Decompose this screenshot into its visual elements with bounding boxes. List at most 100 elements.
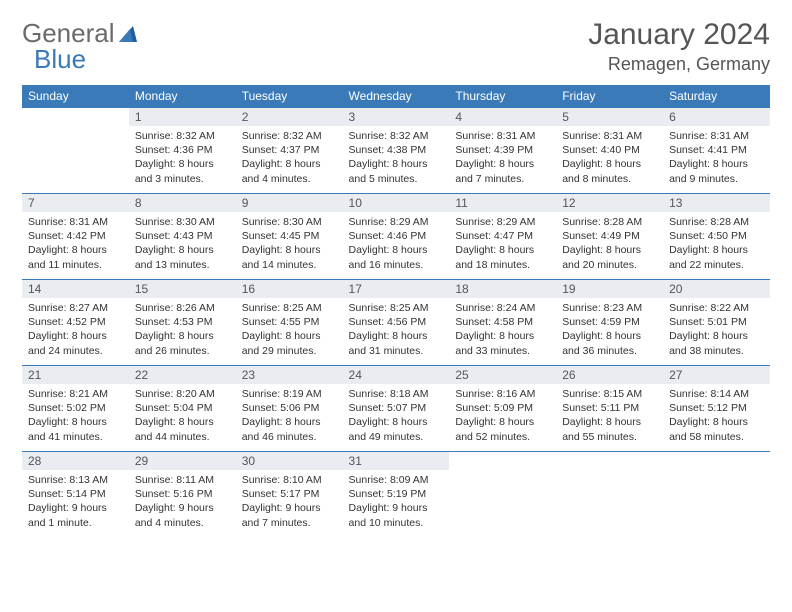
calendar-row: 7Sunrise: 8:31 AMSunset: 4:42 PMDaylight… bbox=[22, 194, 770, 280]
day-body: Sunrise: 8:14 AMSunset: 5:12 PMDaylight:… bbox=[663, 384, 770, 448]
calendar-day: 5Sunrise: 8:31 AMSunset: 4:40 PMDaylight… bbox=[556, 108, 663, 194]
weekday-header: Saturday bbox=[663, 85, 770, 108]
title-block: January 2024 Remagen, Germany bbox=[588, 18, 770, 75]
calendar-day: 30Sunrise: 8:10 AMSunset: 5:17 PMDayligh… bbox=[236, 452, 343, 538]
weekday-header: Friday bbox=[556, 85, 663, 108]
day-body: Sunrise: 8:25 AMSunset: 4:55 PMDaylight:… bbox=[236, 298, 343, 362]
calendar-row: 28Sunrise: 8:13 AMSunset: 5:14 PMDayligh… bbox=[22, 452, 770, 538]
calendar-row: 1Sunrise: 8:32 AMSunset: 4:36 PMDaylight… bbox=[22, 108, 770, 194]
day-number: 18 bbox=[449, 280, 556, 298]
calendar-day: 27Sunrise: 8:14 AMSunset: 5:12 PMDayligh… bbox=[663, 366, 770, 452]
day-number: 25 bbox=[449, 366, 556, 384]
calendar-day: 7Sunrise: 8:31 AMSunset: 4:42 PMDaylight… bbox=[22, 194, 129, 280]
calendar-day: 2Sunrise: 8:32 AMSunset: 4:37 PMDaylight… bbox=[236, 108, 343, 194]
month-title: January 2024 bbox=[588, 18, 770, 52]
day-number: 29 bbox=[129, 452, 236, 470]
day-number: 11 bbox=[449, 194, 556, 212]
calendar-day: 21Sunrise: 8:21 AMSunset: 5:02 PMDayligh… bbox=[22, 366, 129, 452]
day-body: Sunrise: 8:32 AMSunset: 4:36 PMDaylight:… bbox=[129, 126, 236, 190]
day-number: 8 bbox=[129, 194, 236, 212]
day-body: Sunrise: 8:26 AMSunset: 4:53 PMDaylight:… bbox=[129, 298, 236, 362]
calendar-day: 19Sunrise: 8:23 AMSunset: 4:59 PMDayligh… bbox=[556, 280, 663, 366]
day-body: Sunrise: 8:11 AMSunset: 5:16 PMDaylight:… bbox=[129, 470, 236, 534]
day-number: 20 bbox=[663, 280, 770, 298]
calendar-day: 11Sunrise: 8:29 AMSunset: 4:47 PMDayligh… bbox=[449, 194, 556, 280]
day-body: Sunrise: 8:27 AMSunset: 4:52 PMDaylight:… bbox=[22, 298, 129, 362]
day-body: Sunrise: 8:30 AMSunset: 4:45 PMDaylight:… bbox=[236, 212, 343, 276]
day-number: 12 bbox=[556, 194, 663, 212]
location-label: Remagen, Germany bbox=[588, 54, 770, 75]
day-body: Sunrise: 8:25 AMSunset: 4:56 PMDaylight:… bbox=[343, 298, 450, 362]
day-number: 31 bbox=[343, 452, 450, 470]
day-number: 15 bbox=[129, 280, 236, 298]
day-number: 2 bbox=[236, 108, 343, 126]
calendar-day: 25Sunrise: 8:16 AMSunset: 5:09 PMDayligh… bbox=[449, 366, 556, 452]
day-number: 24 bbox=[343, 366, 450, 384]
day-body: Sunrise: 8:15 AMSunset: 5:11 PMDaylight:… bbox=[556, 384, 663, 448]
day-number: 14 bbox=[22, 280, 129, 298]
day-body: Sunrise: 8:31 AMSunset: 4:39 PMDaylight:… bbox=[449, 126, 556, 190]
logo-text-blue: Blue bbox=[34, 44, 86, 75]
calendar-day: 20Sunrise: 8:22 AMSunset: 5:01 PMDayligh… bbox=[663, 280, 770, 366]
day-number: 28 bbox=[22, 452, 129, 470]
day-body: Sunrise: 8:10 AMSunset: 5:17 PMDaylight:… bbox=[236, 470, 343, 534]
day-number: 27 bbox=[663, 366, 770, 384]
calendar-day: 10Sunrise: 8:29 AMSunset: 4:46 PMDayligh… bbox=[343, 194, 450, 280]
day-number: 17 bbox=[343, 280, 450, 298]
calendar-day: 24Sunrise: 8:18 AMSunset: 5:07 PMDayligh… bbox=[343, 366, 450, 452]
header: General January 2024 Remagen, Germany bbox=[22, 18, 770, 75]
day-body: Sunrise: 8:30 AMSunset: 4:43 PMDaylight:… bbox=[129, 212, 236, 276]
calendar-row: 21Sunrise: 8:21 AMSunset: 5:02 PMDayligh… bbox=[22, 366, 770, 452]
calendar-day: 16Sunrise: 8:25 AMSunset: 4:55 PMDayligh… bbox=[236, 280, 343, 366]
day-body: Sunrise: 8:32 AMSunset: 4:38 PMDaylight:… bbox=[343, 126, 450, 190]
day-number: 21 bbox=[22, 366, 129, 384]
day-body: Sunrise: 8:09 AMSunset: 5:19 PMDaylight:… bbox=[343, 470, 450, 534]
day-number: 9 bbox=[236, 194, 343, 212]
calendar-day: 22Sunrise: 8:20 AMSunset: 5:04 PMDayligh… bbox=[129, 366, 236, 452]
calendar-day: 26Sunrise: 8:15 AMSunset: 5:11 PMDayligh… bbox=[556, 366, 663, 452]
day-body: Sunrise: 8:31 AMSunset: 4:41 PMDaylight:… bbox=[663, 126, 770, 190]
day-body: Sunrise: 8:28 AMSunset: 4:49 PMDaylight:… bbox=[556, 212, 663, 276]
day-body: Sunrise: 8:13 AMSunset: 5:14 PMDaylight:… bbox=[22, 470, 129, 534]
calendar-empty bbox=[663, 452, 770, 538]
day-number: 30 bbox=[236, 452, 343, 470]
calendar-empty bbox=[22, 108, 129, 194]
day-number: 10 bbox=[343, 194, 450, 212]
day-number: 7 bbox=[22, 194, 129, 212]
day-body: Sunrise: 8:21 AMSunset: 5:02 PMDaylight:… bbox=[22, 384, 129, 448]
weekday-header: Sunday bbox=[22, 85, 129, 108]
weekday-header: Tuesday bbox=[236, 85, 343, 108]
day-body: Sunrise: 8:31 AMSunset: 4:40 PMDaylight:… bbox=[556, 126, 663, 190]
calendar-day: 15Sunrise: 8:26 AMSunset: 4:53 PMDayligh… bbox=[129, 280, 236, 366]
calendar-day: 3Sunrise: 8:32 AMSunset: 4:38 PMDaylight… bbox=[343, 108, 450, 194]
day-number: 3 bbox=[343, 108, 450, 126]
day-body: Sunrise: 8:18 AMSunset: 5:07 PMDaylight:… bbox=[343, 384, 450, 448]
calendar-day: 4Sunrise: 8:31 AMSunset: 4:39 PMDaylight… bbox=[449, 108, 556, 194]
logo-triangle-icon bbox=[119, 18, 137, 49]
day-body: Sunrise: 8:29 AMSunset: 4:46 PMDaylight:… bbox=[343, 212, 450, 276]
calendar-empty bbox=[449, 452, 556, 538]
day-body: Sunrise: 8:24 AMSunset: 4:58 PMDaylight:… bbox=[449, 298, 556, 362]
day-body: Sunrise: 8:31 AMSunset: 4:42 PMDaylight:… bbox=[22, 212, 129, 276]
calendar-day: 17Sunrise: 8:25 AMSunset: 4:56 PMDayligh… bbox=[343, 280, 450, 366]
calendar-body: 1Sunrise: 8:32 AMSunset: 4:36 PMDaylight… bbox=[22, 108, 770, 538]
day-body: Sunrise: 8:28 AMSunset: 4:50 PMDaylight:… bbox=[663, 212, 770, 276]
calendar-day: 28Sunrise: 8:13 AMSunset: 5:14 PMDayligh… bbox=[22, 452, 129, 538]
weekday-header-row: SundayMondayTuesdayWednesdayThursdayFrid… bbox=[22, 85, 770, 108]
calendar-day: 8Sunrise: 8:30 AMSunset: 4:43 PMDaylight… bbox=[129, 194, 236, 280]
day-number: 4 bbox=[449, 108, 556, 126]
calendar-day: 12Sunrise: 8:28 AMSunset: 4:49 PMDayligh… bbox=[556, 194, 663, 280]
day-number: 1 bbox=[129, 108, 236, 126]
day-body: Sunrise: 8:16 AMSunset: 5:09 PMDaylight:… bbox=[449, 384, 556, 448]
day-number: 13 bbox=[663, 194, 770, 212]
calendar-day: 1Sunrise: 8:32 AMSunset: 4:36 PMDaylight… bbox=[129, 108, 236, 194]
day-number: 23 bbox=[236, 366, 343, 384]
weekday-header: Wednesday bbox=[343, 85, 450, 108]
calendar-row: 14Sunrise: 8:27 AMSunset: 4:52 PMDayligh… bbox=[22, 280, 770, 366]
weekday-header: Thursday bbox=[449, 85, 556, 108]
calendar-day: 31Sunrise: 8:09 AMSunset: 5:19 PMDayligh… bbox=[343, 452, 450, 538]
day-number: 19 bbox=[556, 280, 663, 298]
day-body: Sunrise: 8:20 AMSunset: 5:04 PMDaylight:… bbox=[129, 384, 236, 448]
calendar-day: 14Sunrise: 8:27 AMSunset: 4:52 PMDayligh… bbox=[22, 280, 129, 366]
calendar-day: 18Sunrise: 8:24 AMSunset: 4:58 PMDayligh… bbox=[449, 280, 556, 366]
